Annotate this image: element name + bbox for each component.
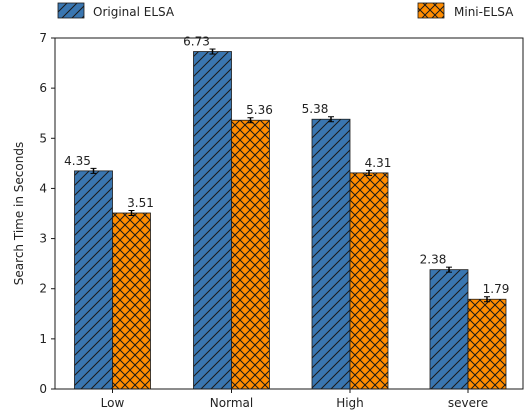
data-label: 5.38: [302, 102, 329, 116]
legend-label-original-elsa: Original ELSA: [93, 5, 175, 19]
legend-swatch-mini-elsa: [417, 2, 445, 19]
data-label: 4.31: [365, 156, 392, 170]
bars: [74, 48, 507, 390]
y-tick-label: 0: [39, 382, 47, 396]
y-tick-label: 7: [39, 31, 47, 45]
legend: Original ELSA Mini-ELSA: [57, 2, 514, 19]
y-tick-label: 1: [39, 332, 47, 346]
axes-frame: [54, 37, 524, 390]
x-tick-label: Low: [101, 396, 125, 410]
x-tick-label: High: [336, 396, 364, 410]
bar-mini-elsa-low: [112, 212, 151, 390]
bar-original-elsa-normal: [193, 51, 232, 390]
x-axis: Low Normal High severe: [101, 389, 488, 410]
bar-mini-elsa-severe: [467, 298, 507, 390]
legend-label-mini-elsa: Mini-ELSA: [454, 5, 514, 19]
data-label: 3.51: [127, 196, 154, 210]
bar-mini-elsa-normal: [231, 119, 270, 390]
data-label: 5.36: [246, 103, 273, 117]
bar-original-elsa-high: [311, 118, 351, 390]
bar-original-elsa-severe: [429, 269, 469, 390]
y-tick-label: 5: [39, 131, 47, 145]
x-tick-label: severe: [448, 396, 488, 410]
y-tick-label: 4: [39, 181, 47, 195]
data-label: 6.73: [183, 35, 210, 49]
y-axis: 0 1 2 3 4 5 6 7: [39, 31, 55, 396]
data-label: 1.79: [483, 282, 510, 296]
bar-original-elsa-low: [74, 170, 113, 390]
y-tick-label: 2: [39, 282, 47, 296]
data-label: 4.35: [64, 154, 91, 168]
bar-mini-elsa-high: [349, 172, 389, 390]
y-axis-label: Search Time in Seconds: [12, 142, 26, 285]
legend-swatch-original-elsa: [57, 2, 85, 19]
data-label: 2.38: [420, 253, 447, 267]
x-tick-label: Normal: [210, 396, 253, 410]
y-tick-label: 6: [39, 81, 47, 95]
y-tick-label: 3: [39, 232, 47, 246]
